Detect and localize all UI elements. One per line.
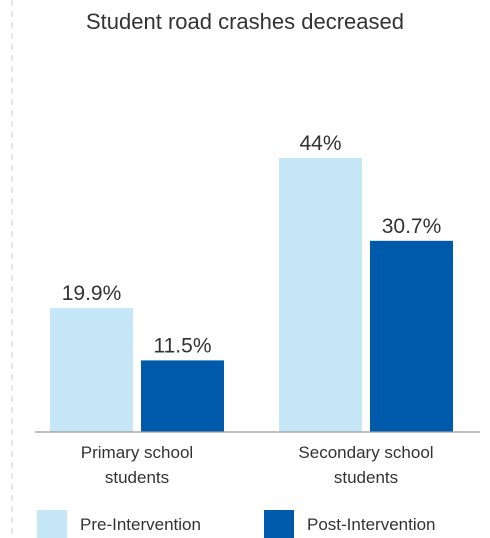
bar-pre-1 bbox=[279, 158, 362, 432]
data-label-pre-1: 44% bbox=[299, 132, 341, 155]
x-tick-label-0: Primary school students bbox=[81, 443, 193, 487]
x-axis-tick-labels: Primary school students Secondary school st… bbox=[81, 443, 434, 487]
chart-title: Student road crashes decreased bbox=[86, 9, 404, 34]
legend: Pre-Intervention Post-Intervention bbox=[37, 510, 436, 538]
bar-pre-0 bbox=[50, 308, 133, 432]
legend-swatch-pre bbox=[37, 510, 67, 538]
data-label-post-1: 30.7% bbox=[382, 215, 442, 238]
bar-post-0 bbox=[141, 360, 224, 432]
bar-post-1 bbox=[370, 240, 453, 432]
legend-label-pre: Pre-Intervention bbox=[80, 515, 201, 534]
data-label-post-0: 11.5% bbox=[154, 334, 212, 357]
plot-area: 19.9% 44% 11.5% 30.7% bbox=[50, 132, 453, 432]
legend-label-post: Post-Intervention bbox=[307, 515, 436, 534]
data-label-pre-0: 19.9% bbox=[62, 282, 122, 305]
x-tick-label-1: Secondary school students bbox=[298, 443, 433, 487]
legend-swatch-post bbox=[264, 510, 294, 538]
